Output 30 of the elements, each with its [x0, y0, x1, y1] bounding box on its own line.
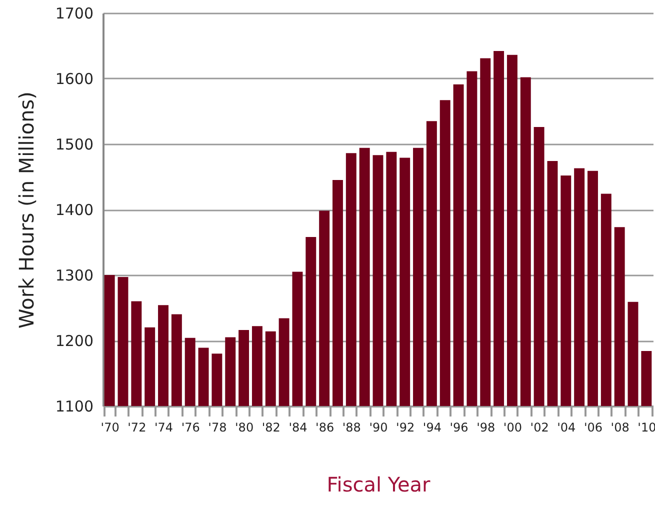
x-tick-label: '78 [208, 420, 227, 434]
x-tick-label: '72 [128, 420, 146, 434]
x-tick-label: '96 [450, 420, 468, 434]
x-tick-label: '04 [557, 420, 576, 434]
y-tick-label: 1400 [55, 201, 94, 219]
x-tick-label: '08 [610, 420, 630, 434]
x-tick-label: '90 [369, 420, 388, 434]
y-tick-label: 1600 [55, 70, 94, 88]
y-tick-label: 1700 [55, 4, 94, 22]
y-tick-label: 1300 [55, 266, 94, 284]
x-tick-label: '74 [154, 420, 174, 434]
x-tick-label: '02 [530, 420, 549, 434]
x-tick-label: '86 [316, 420, 334, 434]
x-tick-label: '88 [342, 420, 361, 434]
x-tick-label: '76 [181, 420, 200, 434]
x-tick-label: '94 [422, 420, 442, 434]
y-tick-label: 1500 [55, 136, 94, 154]
x-tick-label: '92 [396, 420, 415, 434]
x-tick-label: '82 [262, 420, 280, 434]
x-tick-label: '98 [476, 420, 496, 434]
x-tick-label: '00 [503, 420, 522, 434]
x-tick-label: '84 [288, 420, 308, 434]
x-tick-label: '06 [584, 420, 603, 434]
x-tick-label: '70 [100, 420, 120, 434]
y-tick-label: 1100 [55, 398, 94, 416]
x-tick-label: '10 [638, 420, 655, 434]
y-tick-label: 1200 [55, 332, 94, 350]
x-tick-label: '80 [235, 420, 254, 434]
y-axis-title: Work Hours (in Millions) [14, 92, 38, 328]
x-axis-title: Fiscal Year [326, 472, 432, 496]
